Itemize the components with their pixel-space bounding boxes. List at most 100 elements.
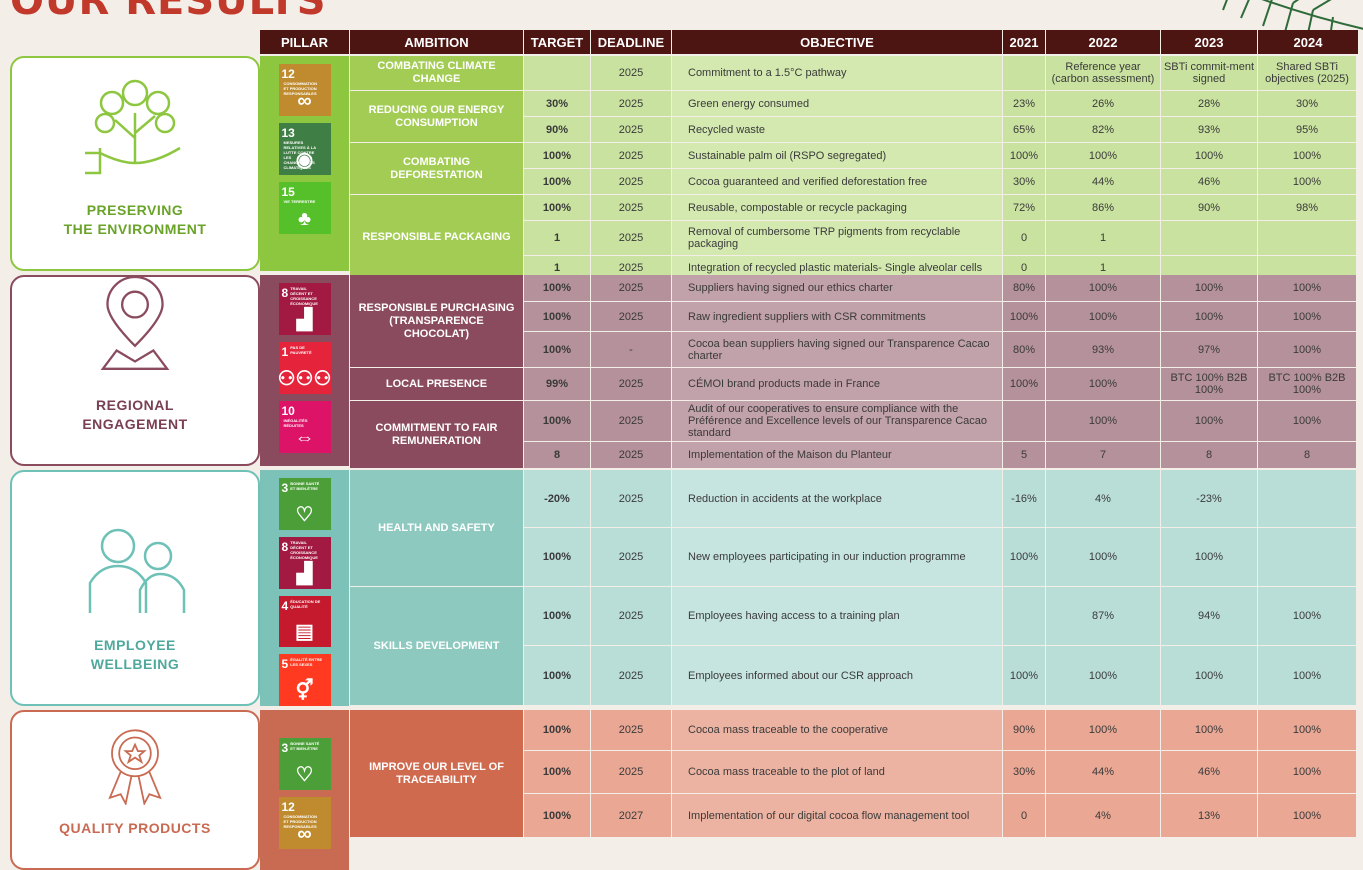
sdg-goal-13-icon: 13MESURES RELATIVES À LA LUTTE CONTRE LE… [278,123,331,175]
ambition-cell: RESPONSIBLE PACKAGING [350,195,523,279]
objective-cell: Integration of recycled plastic material… [672,256,1002,279]
sdg-number: 8 [281,539,289,554]
year-2022-cell: 100% [1046,302,1160,331]
objective-cell: Suppliers having signed our ethics chart… [672,275,1002,301]
year-2022-cell: 4% [1046,470,1160,527]
year-2023-cell: BTC 100% B2B 100% [1161,368,1257,400]
deadline-cell: 2025 [591,256,671,279]
target-cell: 1 [524,221,590,255]
table-row: 100% 2025 New employees participating in o… [524,528,1356,586]
year-2022-cell: 100% [1046,646,1160,705]
target-cell: 100% [524,528,590,586]
table-row: 100% 2025 Employees having access to a tra… [524,587,1356,645]
year-2022-cell: 4% [1046,794,1160,837]
sdg-goal-15-icon: 15VIE TERRESTRE ♣ [278,182,331,234]
year-2023-cell: -23% [1161,470,1257,527]
table-row: 1 2025 Removal of cumbersome TRP pigments … [524,221,1356,255]
objective-cell: Commitment to a 1.5°C pathway [672,56,1002,90]
objective-cell: Raw ingredient suppliers with CSR commit… [672,302,1002,331]
header-2021: 2021 [1003,30,1045,54]
header-ambition: AMBITION [350,30,523,54]
sdg-pictogram-icon: ▟ [296,562,313,585]
objective-cell: Sustainable palm oil (RSPO segregated) [672,143,1002,168]
sdg-goal-8-icon: 8 TRAVAIL DÉCENT ET CROISSANCE ÉCONOMIQUE… [278,283,331,335]
objective-cell: Implementation of the Maison du Planteur [672,442,1002,468]
objective-cell: Cocoa mass traceable to the cooperative [672,710,1002,750]
year-2023-cell: 100% [1161,710,1257,750]
deadline-cell: 2025 [591,401,671,441]
year-2024-cell: 30% [1258,91,1356,116]
sdg-title: INÉGALITÉS RÉDUITES [283,418,308,428]
sdg-title: MESURES RELATIVES À LA LUTTE CONTRE LES … [283,140,316,170]
year-2024-cell: 98% [1258,195,1356,220]
sdg-goal-12-icon: 12CONSOMMATION ET PRODUCTION RESPONSABLE… [278,64,331,116]
year-2024-cell: 100% [1258,302,1356,331]
sdg-pictogram-icon: ◉ [295,149,314,171]
objective-cell: Reduction in accidents at the workplace [672,470,1002,527]
target-cell: 100% [524,275,590,301]
target-cell: 100% [524,587,590,645]
year-2021-cell: 0 [1003,256,1045,279]
year-2021-cell: 100% [1003,302,1045,331]
objective-cell: CÉMOI brand products made in France [672,368,1002,400]
sdg-pictogram-icon: ♡ [295,764,314,786]
target-cell: 100% [524,710,590,750]
year-2022-cell: 1 [1046,221,1160,255]
target-cell: 100% [524,332,590,367]
sdg-number: 15 [281,185,295,199]
sdg-pictogram-icon: ▤ [295,621,314,644]
year-2021-cell: 0 [1003,221,1045,255]
year-2024-cell: 100% [1258,169,1356,194]
year-2022-cell: 100% [1046,368,1160,400]
sdg-title: VIE TERRESTRE [283,199,316,204]
year-2023-cell: 8 [1161,442,1257,468]
table-row: 100% 2025 Suppliers having signed our ethi… [524,275,1356,301]
year-2023-cell: 93% [1161,117,1257,142]
sdg-goal-4-icon: 4 ÉDUCATION DE QUALITÉ ▤ [278,595,331,648]
year-2022-cell: 100% [1046,528,1160,586]
year-2024-cell: 8 [1258,442,1356,468]
target-cell: -20% [524,470,590,527]
deadline-cell: 2025 [591,368,671,400]
page-title: OUR RESULTS [10,0,327,24]
header-target: TARGET [524,30,590,54]
year-2023-cell: 13% [1161,794,1257,837]
sdg-pictogram-icon: ⚇⚇⚇ [277,368,332,390]
sdg-goal-10-icon: 10INÉGALITÉS RÉDUITES ⇔ [278,401,331,453]
year-2023-cell [1161,256,1257,279]
deadline-cell: 2025 [591,143,671,168]
year-2021-cell: 100% [1003,528,1045,586]
year-2021-cell: 30% [1003,751,1045,793]
year-2022-cell: 7 [1046,442,1160,468]
objective-cell: New employees participating in our induc… [672,528,1002,586]
year-2022-cell: Reference year (carbon assessment) [1046,56,1160,90]
sdg-number: 10 [281,404,295,418]
year-2022-cell: 82% [1046,117,1160,142]
table-row: 1 2025 Integration of recycled plastic mat… [524,256,1356,279]
table-row: 100% 2025 Reusable, compostable or recycle… [524,195,1356,220]
objective-cell: Cocoa guaranteed and verified deforestat… [672,169,1002,194]
table-row: 8 2025 Implementation of the Maison du Pla… [524,442,1356,468]
header-2023: 2023 [1161,30,1257,54]
year-2024-cell: 100% [1258,143,1356,168]
pillar-label-line1: QUALITY PRODUCTS [59,820,211,836]
year-2024-cell: 100% [1258,646,1356,705]
pillar-employee: EMPLOYEE WELLBEING [10,470,260,706]
deadline-cell: 2025 [591,587,671,645]
header-2024: 2024 [1258,30,1358,54]
year-2023-cell: 100% [1161,302,1257,331]
sdg-number: 3 [281,481,289,495]
sdg-column-employee: 3 BONNE SANTÉ ET BIEN-ÊTRE ♡ 8 TRAVAIL DÉCEN… [260,470,349,706]
objective-cell: Green energy consumed [672,91,1002,116]
ambition-cell: IMPROVE OUR LEVEL OF TRACEABILITY [350,710,523,837]
deadline-cell: 2025 [591,275,671,301]
year-2024-cell: 100% [1258,401,1356,441]
ambition-cell: COMBATING DEFORESTATION [350,143,523,194]
pillar-environment: PRESERVING THE ENVIRONMENT [10,56,260,271]
sdg-pictogram-icon: ⚥ [295,680,314,702]
table-row: 99% 2025 CÉMOI brand products made in Fran… [524,368,1356,400]
objective-cell: Employees having access to a training pl… [672,587,1002,645]
target-cell: 1 [524,256,590,279]
target-cell: 8 [524,442,590,468]
objective-cell: Removal of cumbersome TRP pigments from … [672,221,1002,255]
